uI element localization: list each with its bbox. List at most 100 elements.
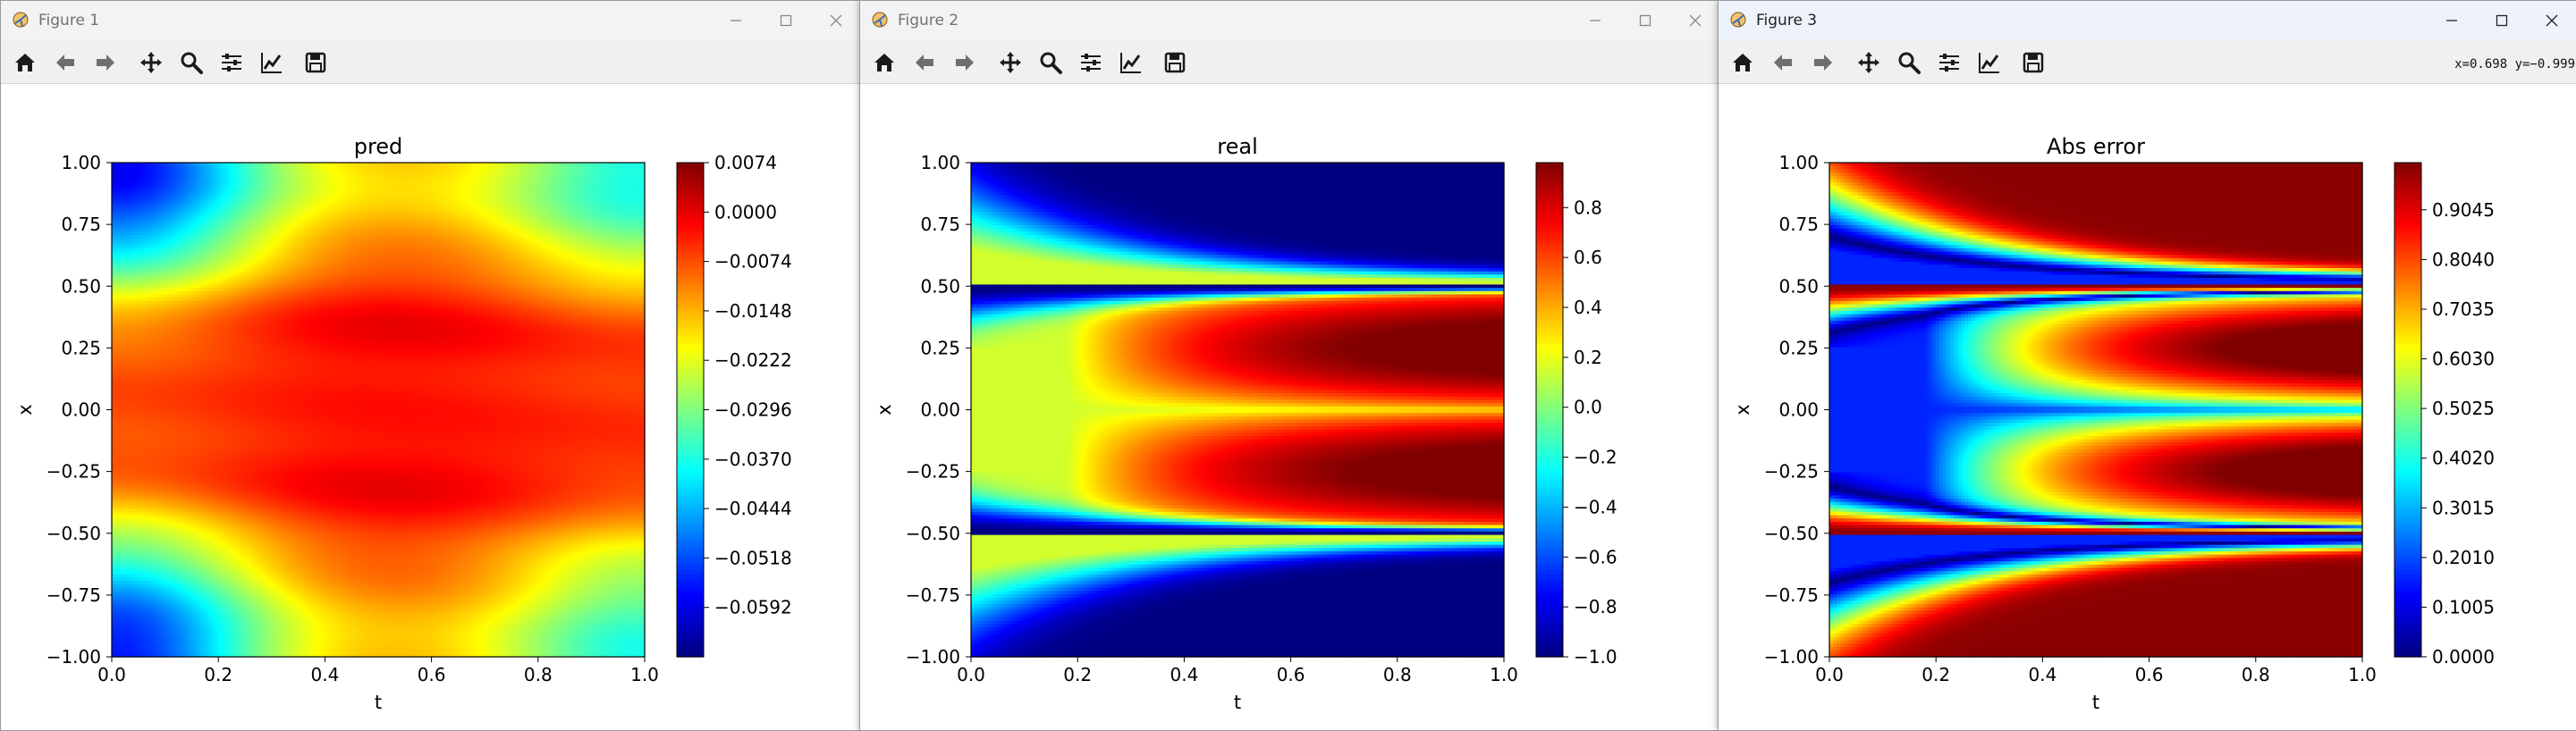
heatmap-cell: [598, 176, 603, 180]
heatmap-cell: [290, 229, 294, 232]
heatmap-cell: [211, 215, 215, 219]
heatmap-cell: [133, 179, 138, 182]
heatmap-cell: [254, 229, 258, 232]
heatmap-cell: [460, 192, 464, 196]
heatmap-cell: [418, 202, 422, 206]
heatmap-cell: [452, 209, 457, 213]
edit-axis-button[interactable]: [257, 47, 287, 78]
heatmap-cell: [407, 235, 411, 239]
home-button[interactable]: [10, 47, 40, 78]
heatmap-cell: [467, 248, 471, 252]
heatmap-cell: [115, 209, 120, 213]
heatmap-cell: [332, 202, 336, 206]
heatmap-cell: [517, 219, 521, 223]
heatmap-cell: [207, 255, 212, 258]
heatmap-cell: [485, 235, 489, 239]
heatmap-cell: [350, 222, 354, 225]
heatmap-cell: [570, 268, 575, 272]
heatmap-cell: [524, 258, 528, 262]
heatmap-cell: [510, 262, 514, 265]
heatmap-cell: [485, 265, 489, 268]
heatmap-cell: [204, 196, 208, 199]
heatmap-cell: [311, 166, 316, 170]
heatmap-cell: [378, 222, 383, 225]
heatmap-cell: [119, 186, 123, 189]
heatmap-cell: [584, 222, 588, 225]
heatmap-cell: [425, 248, 429, 252]
heatmap-cell: [321, 196, 325, 199]
pan-button[interactable]: [136, 47, 166, 78]
heatmap-cell: [261, 258, 266, 262]
heatmap-cell: [283, 252, 287, 256]
heatmap-cell: [435, 166, 440, 170]
configure-subplots-button[interactable]: [216, 47, 247, 78]
heatmap-cell: [314, 182, 318, 186]
heatmap-cell: [364, 241, 368, 245]
heatmap-cell: [279, 225, 283, 229]
save-button[interactable]: [300, 47, 331, 78]
heatmap-cell: [176, 202, 181, 206]
maximize-button[interactable]: [761, 4, 811, 37]
heatmap-cell: [393, 225, 397, 229]
heatmap-cell: [232, 186, 237, 189]
heatmap-cell: [393, 222, 397, 225]
heatmap-cell: [140, 189, 145, 192]
heatmap-cell: [268, 186, 273, 189]
heatmap-cell: [240, 192, 244, 196]
heatmap-cell: [528, 199, 532, 203]
heatmap-cell: [574, 219, 579, 223]
heatmap-cell: [517, 231, 521, 235]
heatmap-cell: [290, 239, 294, 242]
heatmap-cell: [186, 235, 190, 239]
heatmap-cell: [247, 186, 251, 189]
heatmap-cell: [584, 248, 588, 252]
heatmap-cell: [286, 219, 291, 223]
heatmap-cell: [638, 239, 642, 242]
heatmap-cell: [616, 192, 621, 196]
heatmap-cell: [403, 199, 408, 203]
heatmap-cell: [332, 196, 336, 199]
back-arrow-button[interactable]: [50, 47, 80, 78]
heatmap-cell: [240, 172, 244, 176]
heatmap-cell: [638, 245, 642, 248]
heatmap-cell: [328, 241, 333, 245]
heatmap-cell: [467, 169, 471, 172]
heatmap-cell: [445, 172, 450, 176]
heatmap-cell: [265, 189, 269, 192]
heatmap-cell: [243, 199, 248, 203]
heatmap-cell: [236, 225, 241, 229]
forward-arrow-button[interactable]: [90, 47, 121, 78]
title-bar[interactable]: Figure 1: [1, 1, 861, 40]
heatmap-cell: [488, 202, 493, 206]
heatmap-cell: [211, 176, 215, 180]
heatmap-cell: [477, 262, 482, 265]
figure-window-1[interactable]: Figure 1 pred 0.0 0.2 0.4 0.6 0.8 1.0 t 1.00 0.75…: [0, 0, 862, 731]
close-button[interactable]: [811, 4, 861, 37]
heatmap-cell: [308, 241, 312, 245]
heatmap-cell: [410, 172, 415, 176]
heatmap-cell: [570, 166, 575, 170]
heatmap-cell: [510, 199, 514, 203]
heatmap-cell: [528, 209, 532, 213]
heatmap-cell: [193, 186, 198, 189]
heatmap-cell: [176, 176, 181, 180]
heatmap-cell: [275, 225, 280, 229]
matplotlib-app-icon: [12, 11, 30, 29]
heatmap-cell: [304, 206, 308, 209]
heatmap-cell: [609, 248, 613, 252]
heatmap-cell: [418, 222, 422, 225]
heatmap-cell: [119, 231, 123, 235]
heatmap-cell: [122, 235, 127, 239]
zoom-button[interactable]: [176, 47, 207, 78]
heatmap-cell: [133, 231, 138, 235]
minimize-button[interactable]: [711, 4, 761, 37]
heatmap-cell: [268, 222, 273, 225]
heatmap-cell: [279, 265, 283, 268]
heatmap-cell: [460, 265, 464, 268]
heatmap-cell: [623, 268, 628, 272]
heatmap-cell: [553, 166, 557, 170]
heatmap-cell: [638, 229, 642, 232]
heatmap-cell: [350, 258, 354, 262]
heatmap-cell: [538, 199, 543, 203]
figure-canvas[interactable]: pred 0.0 0.2 0.4 0.6 0.8 1.0 t 1.00 0.75 0.50 0.25 0…: [1, 84, 861, 730]
